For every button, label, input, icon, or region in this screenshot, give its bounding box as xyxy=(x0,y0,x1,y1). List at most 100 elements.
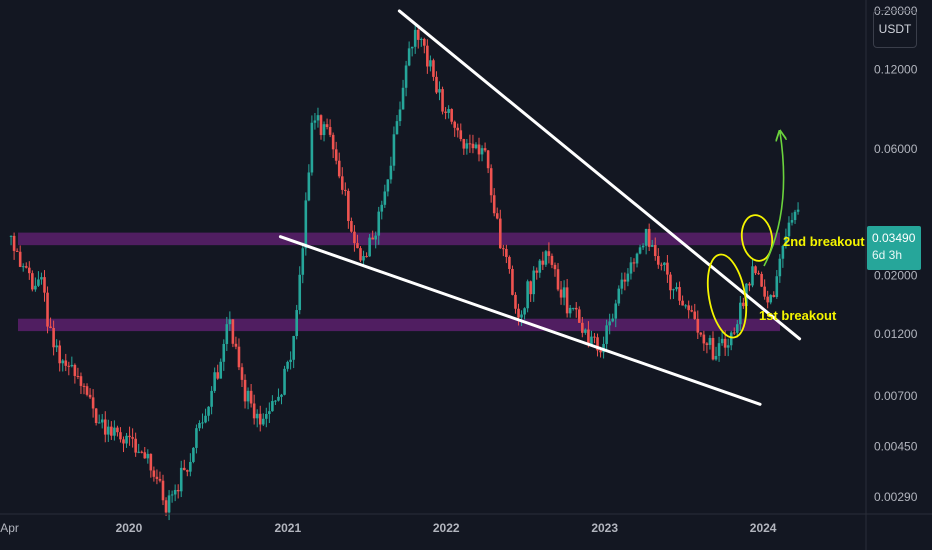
candle xyxy=(271,395,274,412)
candle xyxy=(666,255,669,283)
candle-body xyxy=(562,287,566,298)
candle-body xyxy=(423,38,426,46)
candle xyxy=(650,239,654,248)
candle xyxy=(94,407,98,426)
candle-body xyxy=(304,200,308,249)
candle-body xyxy=(672,289,675,291)
candle-body xyxy=(647,228,651,247)
candle xyxy=(277,388,280,402)
candle-body xyxy=(577,309,581,323)
candle-body xyxy=(544,251,548,265)
candle xyxy=(12,232,16,260)
candle-body xyxy=(128,435,131,438)
candle-body xyxy=(15,250,19,252)
candle-body xyxy=(298,274,302,311)
candle xyxy=(517,303,520,326)
candle xyxy=(751,258,754,288)
candle xyxy=(146,449,150,464)
candle xyxy=(410,46,414,57)
candle xyxy=(717,336,721,362)
candle-body xyxy=(146,453,150,459)
candle xyxy=(632,258,636,272)
candle xyxy=(590,330,593,346)
candle-body xyxy=(498,218,502,249)
candle-body xyxy=(398,109,402,122)
candle-body xyxy=(79,376,83,386)
candle xyxy=(67,361,71,376)
candle-body xyxy=(517,308,520,318)
candle-body xyxy=(523,308,526,315)
candle-body xyxy=(34,285,37,290)
last-price-value: 0.03490 xyxy=(872,231,916,245)
candle-body xyxy=(167,495,171,513)
price-tick-label: 0.02000 xyxy=(874,268,918,282)
candle xyxy=(647,223,651,252)
time-tick-label: 2023 xyxy=(591,521,618,535)
time-tick-label: 2022 xyxy=(433,521,460,535)
time-tick-label: 2024 xyxy=(750,521,777,535)
candle-body xyxy=(371,237,374,240)
support-zone xyxy=(18,318,780,332)
candle-body xyxy=(125,435,128,444)
currency-button[interactable]: USDT xyxy=(873,10,917,48)
candle xyxy=(213,367,216,393)
candle xyxy=(611,313,615,323)
candle-body xyxy=(687,305,690,311)
candle-body xyxy=(796,209,800,212)
candle-body xyxy=(18,251,22,267)
candle-body xyxy=(760,273,763,287)
candle xyxy=(532,266,536,302)
candle xyxy=(119,427,122,443)
candle-body xyxy=(176,489,180,492)
candle-body xyxy=(565,287,569,314)
candle xyxy=(322,121,326,142)
candle-body xyxy=(331,134,335,150)
candle-body xyxy=(170,494,174,496)
candle xyxy=(732,327,736,335)
candle-body xyxy=(535,270,539,273)
candle xyxy=(155,469,159,485)
candle-body xyxy=(699,332,703,335)
candle-body xyxy=(52,327,55,348)
candle xyxy=(70,356,74,368)
candle-body xyxy=(268,411,271,414)
candle-body xyxy=(550,255,554,265)
candle xyxy=(313,113,317,130)
candle xyxy=(456,123,460,138)
candle xyxy=(483,142,487,153)
candle xyxy=(623,272,627,291)
candle-body xyxy=(581,322,584,333)
candle xyxy=(371,230,374,240)
candle xyxy=(608,313,611,335)
first-breakout-circle xyxy=(706,253,748,339)
candle xyxy=(122,436,125,453)
candle-body xyxy=(258,413,262,425)
candle-body xyxy=(781,245,785,259)
candle-body xyxy=(660,264,663,266)
candle-body xyxy=(207,406,210,416)
candle-body xyxy=(164,500,168,513)
candle xyxy=(319,114,323,140)
candle-body xyxy=(462,139,466,149)
candle xyxy=(401,79,405,110)
candle-body xyxy=(441,89,444,112)
candle xyxy=(763,279,766,300)
candle xyxy=(201,413,204,429)
resistance-zone xyxy=(18,232,780,246)
candle xyxy=(444,107,447,120)
candle xyxy=(787,216,791,240)
candle-body xyxy=(103,419,107,435)
candle xyxy=(620,272,624,295)
candle xyxy=(656,248,660,269)
annotation-2nd-breakout: 2nd breakout xyxy=(783,234,865,249)
candle xyxy=(310,115,314,176)
projection-arrow xyxy=(763,132,784,267)
candle xyxy=(435,71,438,95)
candle xyxy=(419,37,423,47)
candle xyxy=(778,254,782,283)
candle xyxy=(182,459,186,471)
candle xyxy=(49,317,52,329)
candle xyxy=(380,200,384,220)
candle-body xyxy=(307,172,311,201)
candle xyxy=(249,384,253,408)
